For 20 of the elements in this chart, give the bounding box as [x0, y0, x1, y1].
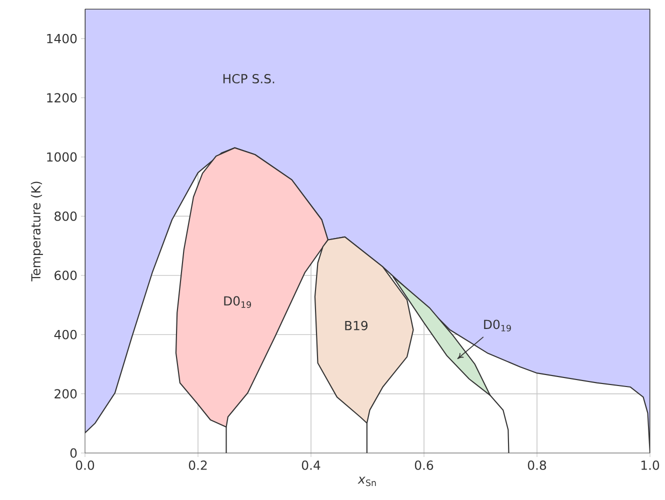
- x-axis-title: x$_{Sn}$: [358, 476, 376, 486]
- y-tick-label: 400: [54, 330, 77, 340]
- x-tick-label: 0.4: [302, 460, 320, 470]
- annotation: B19: [345, 320, 368, 330]
- y-tick-label: 1000: [47, 152, 77, 162]
- y-tick-label: 600: [54, 270, 77, 280]
- x-tick-label: 0.6: [414, 460, 434, 470]
- y-tick-label: 800: [54, 211, 77, 221]
- x-tick-label: 0.2: [188, 460, 207, 470]
- x-tick-label: 0.8: [528, 460, 546, 470]
- y-tick-label: 200: [54, 389, 77, 399]
- y-tick-label: 0: [70, 448, 77, 458]
- x-tick-label: 1.0: [641, 460, 660, 470]
- annotation: D0$_{19}$: [484, 320, 511, 332]
- annotation: HCP S.S.: [223, 74, 274, 84]
- annotation: D0$_{19}$: [224, 296, 251, 308]
- y-tick-label: 1400: [47, 34, 77, 44]
- x-tick-label: 0.0: [76, 460, 94, 470]
- y-axis-title: Temperature (K): [30, 182, 43, 282]
- y-tick-label: 1200: [47, 93, 77, 102]
